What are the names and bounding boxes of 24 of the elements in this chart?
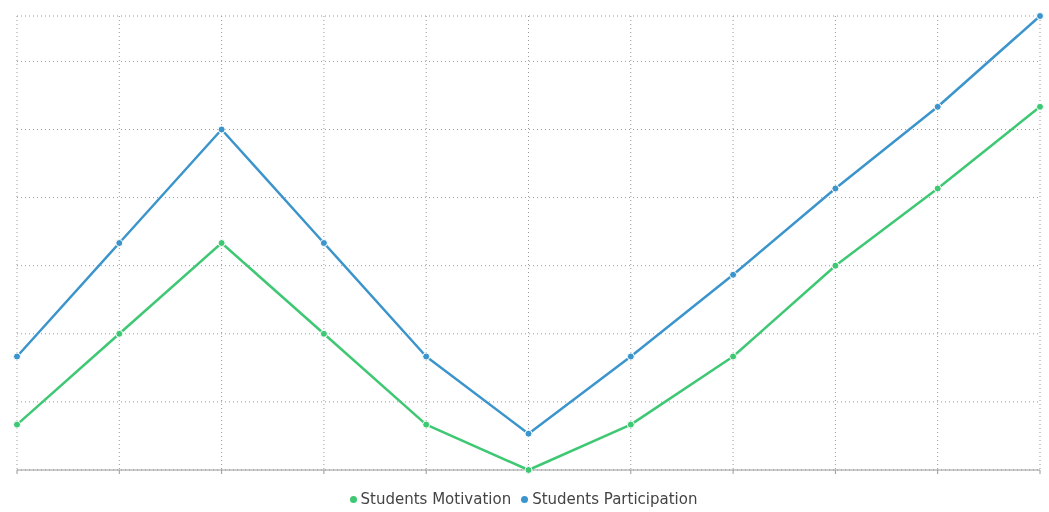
point [217,125,226,134]
point [626,352,635,361]
point [422,420,431,429]
point [524,429,533,438]
point [422,352,431,361]
point [115,329,124,338]
legend-label: Students Motivation [360,490,512,508]
point [319,239,328,247]
point [626,420,635,429]
point [933,102,942,111]
point [1036,12,1044,20]
point [729,352,738,361]
point [1036,102,1044,111]
point [13,420,21,429]
legend-label: Students Participation [532,490,698,508]
point [115,239,124,247]
point [217,239,226,247]
point [831,184,840,193]
point [729,270,738,279]
point [933,184,942,193]
point [319,329,328,338]
point [13,352,21,361]
point [831,261,840,270]
point [524,466,533,474]
